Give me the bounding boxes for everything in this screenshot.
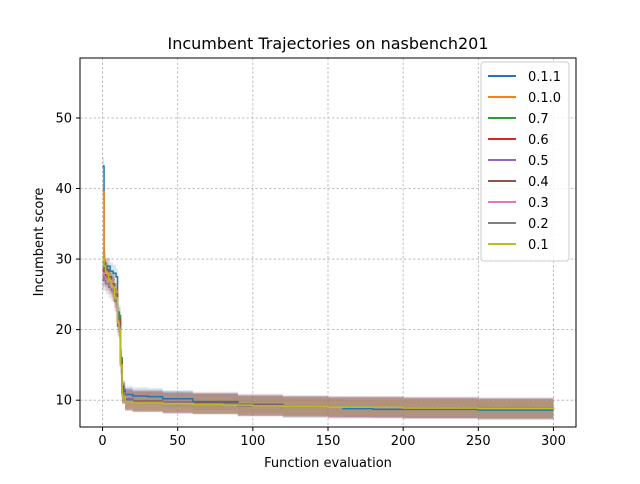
band-series-0-2: [102, 266, 554, 420]
y-tick-label: 40: [55, 182, 72, 197]
legend-label-0-5: 0.5: [528, 154, 549, 169]
legend-label-0-7: 0.7: [528, 112, 549, 127]
band-series-0-5: [102, 266, 554, 420]
y-axis-ticks: 10 20 30 40 50: [55, 111, 80, 409]
chart-title: Incumbent Trajectories on nasbench201: [167, 34, 488, 53]
legend-label-0-6: 0.6: [528, 133, 549, 148]
legend-label-0-1: 0.1: [528, 238, 549, 253]
y-tick-label: 20: [55, 323, 72, 338]
y-tick-label: 30: [55, 253, 72, 268]
x-tick-label: 300: [541, 434, 566, 449]
legend-label-0-4: 0.4: [528, 175, 549, 190]
legend-box: [480, 61, 570, 262]
x-tick-label: 0: [98, 434, 106, 449]
legend-label-0-2: 0.2: [528, 217, 549, 232]
x-tick-label: 50: [169, 434, 186, 449]
legend-label-0-1-1: 0.1.1: [528, 70, 561, 85]
legend: 0.1.1 0.1.0 0.7 0.6 0.5 0.4 0.3 0.2 0.1: [480, 61, 570, 262]
series-lines: [102, 165, 555, 411]
legend-label-0-3: 0.3: [528, 196, 549, 211]
x-tick-label: 150: [316, 434, 341, 449]
band-series-0-1-1: [102, 157, 554, 419]
x-tick-label: 100: [240, 434, 265, 449]
band-series-0-1-0: [102, 182, 554, 419]
x-axis-label: Function evaluation: [264, 456, 392, 471]
x-tick-label: 200: [391, 434, 416, 449]
y-tick-label: 10: [55, 394, 72, 409]
x-axis-ticks: 0 50 100 150 200 250 300: [98, 427, 566, 449]
x-tick-label: 250: [466, 434, 491, 449]
legend-label-0-1-0: 0.1.0: [528, 91, 561, 106]
y-tick-label: 50: [55, 111, 72, 126]
line-series-0-1: [102, 258, 555, 410]
y-axis-label: Incumbent score: [32, 188, 47, 297]
